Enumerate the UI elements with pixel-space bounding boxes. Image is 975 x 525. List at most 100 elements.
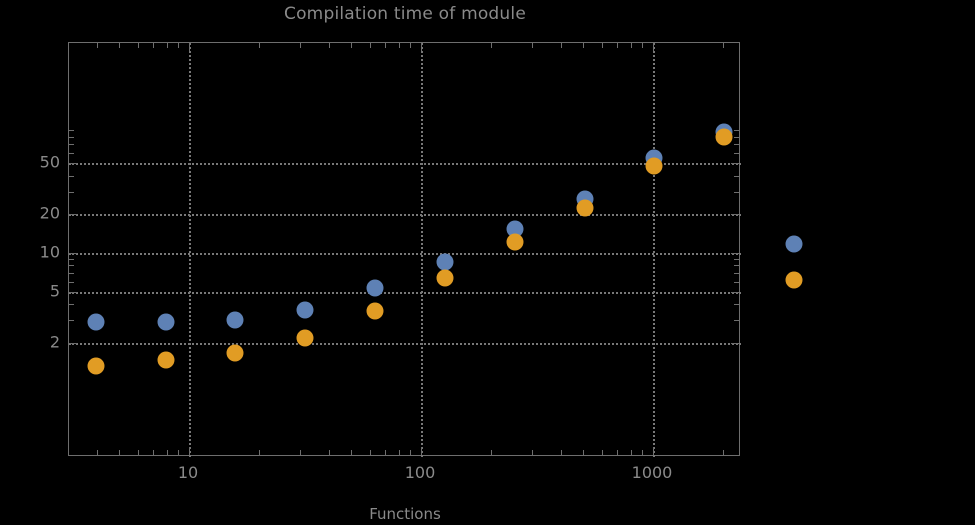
x-axis-tick bbox=[299, 450, 301, 455]
x-tick-label: 1000 bbox=[631, 463, 673, 482]
data-point bbox=[436, 269, 454, 287]
y-axis-tick bbox=[734, 258, 739, 260]
y-axis-tick bbox=[69, 258, 74, 260]
x-axis-tick bbox=[560, 43, 562, 48]
y-axis-tick bbox=[731, 342, 739, 344]
y-axis-tick bbox=[731, 163, 739, 165]
x-axis-tick bbox=[385, 450, 387, 455]
gridline-vertical bbox=[189, 43, 191, 457]
gridline-vertical bbox=[653, 43, 655, 457]
x-axis-tick bbox=[583, 450, 585, 455]
chart-title: Compilation time of module bbox=[284, 4, 526, 24]
x-axis-tick bbox=[166, 43, 168, 48]
x-axis-tick bbox=[328, 450, 330, 455]
gridline-horizontal bbox=[69, 214, 741, 217]
x-axis-tick bbox=[137, 450, 139, 455]
data-point bbox=[366, 302, 384, 320]
x-axis-tick bbox=[601, 450, 603, 455]
x-axis-tick bbox=[583, 43, 585, 48]
data-point bbox=[366, 279, 384, 297]
x-axis-tick bbox=[119, 43, 121, 48]
x-axis-tick bbox=[398, 450, 400, 455]
x-axis-tick bbox=[189, 43, 190, 51]
y-axis-tick bbox=[734, 272, 739, 274]
x-axis-tick bbox=[490, 43, 492, 48]
y-tick-label: 2 bbox=[49, 332, 60, 352]
x-axis-tick bbox=[258, 43, 260, 48]
data-point bbox=[715, 128, 733, 146]
y-axis-tick bbox=[69, 136, 74, 138]
y-axis-tick bbox=[734, 265, 739, 267]
x-axis-tick bbox=[153, 450, 155, 455]
x-axis-tick bbox=[642, 450, 644, 455]
x-axis-tick bbox=[119, 450, 121, 455]
x-axis-tick bbox=[166, 450, 168, 455]
x-axis-tick bbox=[560, 450, 562, 455]
y-axis-tick bbox=[731, 253, 739, 254]
x-axis-tick bbox=[421, 43, 422, 51]
y-axis-tick bbox=[69, 304, 74, 306]
y-axis-tick bbox=[69, 130, 74, 132]
gridline-horizontal bbox=[69, 291, 741, 294]
data-point bbox=[785, 271, 803, 289]
y-axis-tick bbox=[69, 153, 74, 154]
data-point bbox=[296, 301, 314, 319]
y-axis-tick bbox=[69, 320, 74, 322]
x-axis-tick bbox=[410, 43, 412, 48]
y-axis-tick bbox=[734, 304, 739, 306]
y-axis-tick bbox=[69, 281, 74, 283]
data-point bbox=[576, 199, 594, 217]
gridline-horizontal bbox=[69, 163, 741, 166]
x-axis-tick bbox=[642, 43, 644, 48]
gridline-horizontal bbox=[69, 342, 741, 345]
y-axis-tick bbox=[734, 136, 739, 138]
x-axis-tick bbox=[653, 447, 654, 455]
x-axis-tick bbox=[630, 43, 632, 48]
x-axis-tick bbox=[351, 450, 353, 455]
y-axis-tick bbox=[734, 153, 739, 154]
y-axis-tick bbox=[69, 191, 74, 193]
y-axis-tick bbox=[69, 253, 77, 254]
x-axis-tick bbox=[398, 43, 400, 48]
y-tick-label: 5 bbox=[49, 281, 60, 301]
x-axis-tick bbox=[531, 43, 533, 48]
y-axis-tick bbox=[734, 191, 739, 193]
y-axis-tick bbox=[734, 130, 739, 132]
x-axis-title: Functions bbox=[369, 505, 441, 523]
plot-frame bbox=[68, 42, 741, 457]
x-axis-tick bbox=[178, 43, 180, 48]
x-axis-tick bbox=[421, 447, 422, 455]
x-axis-tick bbox=[617, 43, 619, 48]
x-axis-tick bbox=[410, 450, 412, 455]
x-axis-tick bbox=[299, 43, 301, 48]
x-axis-tick bbox=[653, 43, 654, 51]
y-axis-tick bbox=[734, 175, 739, 177]
x-axis-tick bbox=[189, 447, 190, 455]
data-point bbox=[157, 313, 175, 331]
x-axis-tick bbox=[96, 450, 98, 455]
x-axis-tick bbox=[490, 450, 492, 455]
x-axis-tick bbox=[630, 450, 632, 455]
data-point bbox=[87, 357, 105, 375]
x-axis-tick bbox=[369, 450, 371, 455]
y-tick-label: 10 bbox=[39, 242, 60, 262]
x-axis-tick bbox=[385, 43, 387, 48]
data-point bbox=[436, 253, 454, 271]
y-axis-tick bbox=[734, 281, 739, 283]
data-point bbox=[506, 233, 524, 251]
x-axis-tick bbox=[153, 43, 155, 48]
y-axis-tick bbox=[69, 163, 77, 165]
x-axis-tick bbox=[178, 450, 180, 455]
y-tick-label: 50 bbox=[39, 152, 60, 172]
x-tick-label: 100 bbox=[404, 463, 436, 482]
gridline-vertical bbox=[421, 43, 423, 457]
x-axis-tick bbox=[369, 43, 371, 48]
x-axis-tick bbox=[722, 43, 724, 48]
y-axis-tick bbox=[69, 214, 77, 216]
y-axis-tick bbox=[69, 291, 77, 293]
y-axis-tick bbox=[734, 320, 739, 322]
y-tick-label: 20 bbox=[39, 203, 60, 223]
y-axis-tick bbox=[69, 342, 77, 344]
x-axis-tick bbox=[96, 43, 98, 48]
